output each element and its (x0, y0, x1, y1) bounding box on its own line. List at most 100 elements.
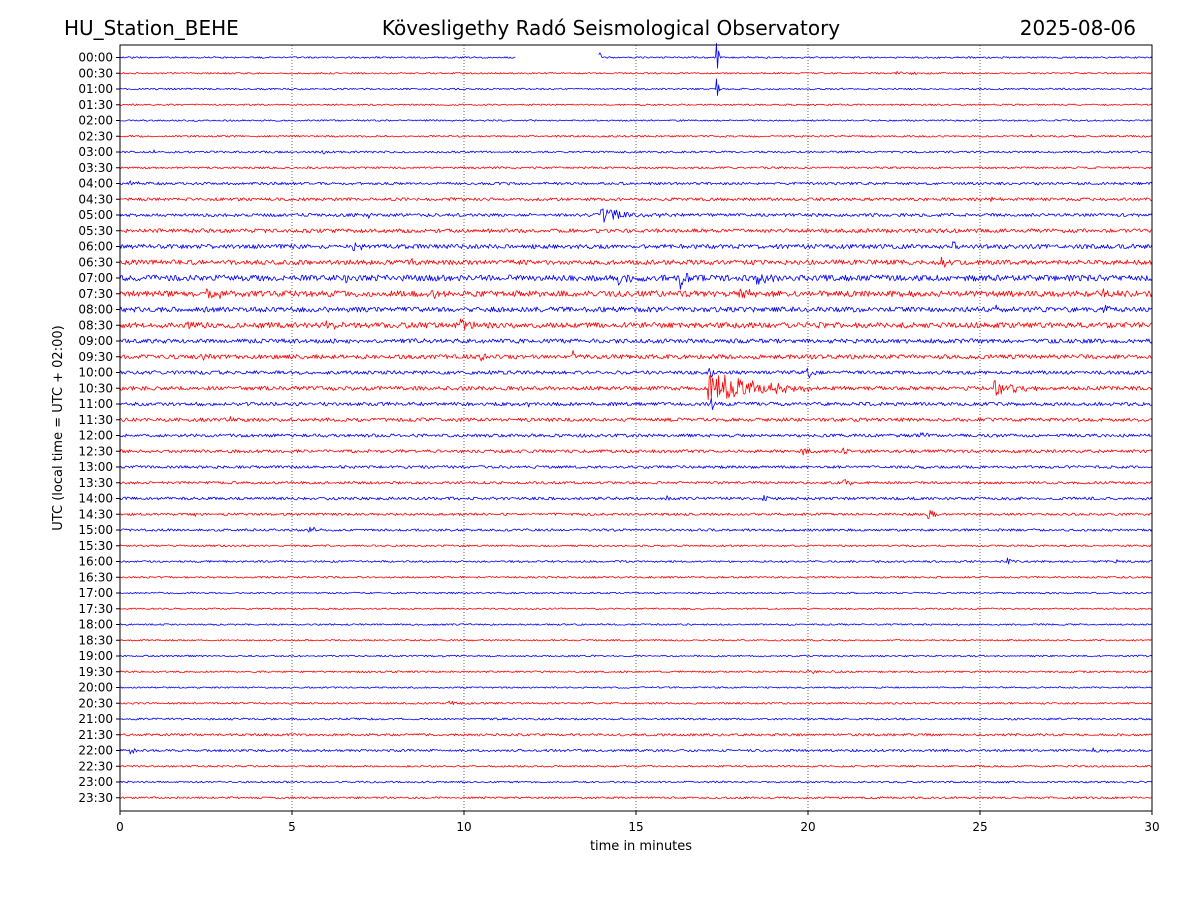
trace-0730 (119, 288, 1153, 299)
y-axis-label: UTC (local time = UTC + 02:00) (51, 325, 66, 530)
trace-0600 (119, 241, 1153, 252)
y-tick-label: 03:00 (78, 145, 113, 159)
trace-2300 (119, 780, 1153, 784)
y-tick-label: 02:00 (78, 114, 113, 128)
trace-2130 (119, 733, 1153, 737)
x-tick-label: 15 (628, 820, 643, 834)
y-tick-label: 11:00 (78, 397, 113, 411)
trace-0700 (119, 273, 1153, 290)
y-tick-label: 10:30 (78, 381, 113, 395)
trace-0830 (119, 318, 1152, 331)
trace-1400 (119, 494, 1153, 502)
y-tick-label: 23:00 (78, 775, 113, 789)
y-tick-label: 12:30 (78, 444, 113, 458)
x-tick-label: 25 (972, 820, 987, 834)
y-tick-label: 06:30 (78, 255, 113, 269)
trace-0430 (119, 196, 1153, 202)
trace-0630 (119, 256, 1153, 268)
x-tick-label: 0 (116, 820, 124, 834)
trace-0100 (119, 78, 1153, 96)
trace-1200 (119, 432, 1153, 438)
trace-0800 (119, 304, 1152, 313)
x-tick-group: 0 5 10 15 20 25 30 (116, 811, 1160, 834)
trace-0530 (119, 228, 1153, 234)
trace-2330 (119, 796, 1153, 800)
trace-0130 (119, 103, 1153, 106)
trace-0030 (120, 71, 1153, 75)
y-tick-label: 10:00 (78, 366, 113, 380)
trace-1630 (119, 576, 1153, 579)
y-tick-label: 16:30 (78, 570, 113, 584)
trace-0300 (119, 149, 1152, 155)
y-tick-label: 19:00 (78, 649, 113, 663)
trace-1730 (119, 607, 1153, 610)
vertical-grid (291, 45, 981, 811)
y-tick-label: 19:30 (78, 665, 113, 679)
y-tick-label: 21:30 (78, 728, 113, 742)
trace-1930 (119, 670, 1153, 674)
y-tick-label: 15:30 (78, 539, 113, 553)
trace-1900 (119, 654, 1153, 658)
y-tick-label: 08:30 (78, 318, 113, 332)
trace-1700 (119, 591, 1152, 595)
trace-1800 (119, 623, 1153, 626)
y-tick-label: 14:00 (78, 492, 113, 506)
trace-1030 (119, 374, 1153, 401)
trace-0400 (119, 180, 1153, 186)
y-tick-label: 01:30 (78, 98, 113, 112)
trace-1100 (119, 397, 1153, 410)
trace-2230 (119, 765, 1153, 768)
trace-2030 (119, 700, 1152, 706)
y-tick-label: 08:00 (78, 303, 113, 317)
y-tick-label: 16:00 (78, 555, 113, 569)
y-tick-label: 17:00 (78, 586, 113, 600)
y-tick-label: 15:00 (78, 523, 113, 537)
y-tick-label: 20:00 (78, 681, 113, 695)
y-tick-label: 09:30 (78, 350, 113, 364)
x-tick-label: 20 (800, 820, 815, 834)
trace-1500 (120, 526, 1153, 533)
y-tick-label: 01:00 (78, 82, 113, 96)
y-tick-label: 21:00 (78, 712, 113, 726)
y-tick-label: 17:30 (78, 602, 113, 616)
date-title: 2025-08-06 (1020, 16, 1136, 40)
y-tick-label: 00:00 (78, 51, 113, 65)
trace-0230 (119, 134, 1153, 138)
trace-1300 (119, 465, 1153, 469)
y-tick-label: 05:30 (78, 224, 113, 238)
trace-1830 (119, 639, 1153, 642)
y-tick-label: 09:00 (78, 334, 113, 348)
x-axis-label: time in minutes (590, 839, 692, 854)
y-tick-label: 14:30 (78, 507, 113, 521)
y-tick-label: 12:00 (78, 429, 113, 443)
trace-1230 (119, 447, 1153, 456)
y-tick-label: 00:30 (78, 66, 113, 80)
y-tick-label: 06:00 (78, 240, 113, 254)
trace-2200 (119, 747, 1153, 755)
trace-0500 (119, 208, 1153, 223)
y-tick-label: 05:00 (78, 208, 113, 222)
trace-group (119, 42, 1153, 800)
trace-1530 (119, 544, 1153, 547)
trace-0330 (119, 166, 1153, 170)
x-tick-label: 5 (288, 820, 296, 834)
y-tick-label: 07:00 (78, 271, 113, 285)
trace-1130 (119, 416, 1153, 422)
y-tick-label: 22:00 (78, 744, 113, 758)
y-tick-label: 13:00 (78, 460, 113, 474)
trace-0900 (119, 338, 1153, 344)
y-tick-label: 03:30 (78, 161, 113, 175)
trace-1600 (119, 557, 1153, 565)
y-tick-label: 13:30 (78, 476, 113, 490)
y-tick-label: 04:00 (78, 177, 113, 191)
trace-1000 (119, 367, 1153, 379)
observatory-title: Kövesligethy Radó Seismological Observat… (382, 16, 840, 40)
trace-1330 (119, 479, 1153, 486)
y-tick-label: 11:30 (78, 413, 113, 427)
trace-0930 (119, 350, 1153, 362)
y-tick-label: 07:30 (78, 287, 113, 301)
y-tick-label: 04:30 (78, 192, 113, 206)
